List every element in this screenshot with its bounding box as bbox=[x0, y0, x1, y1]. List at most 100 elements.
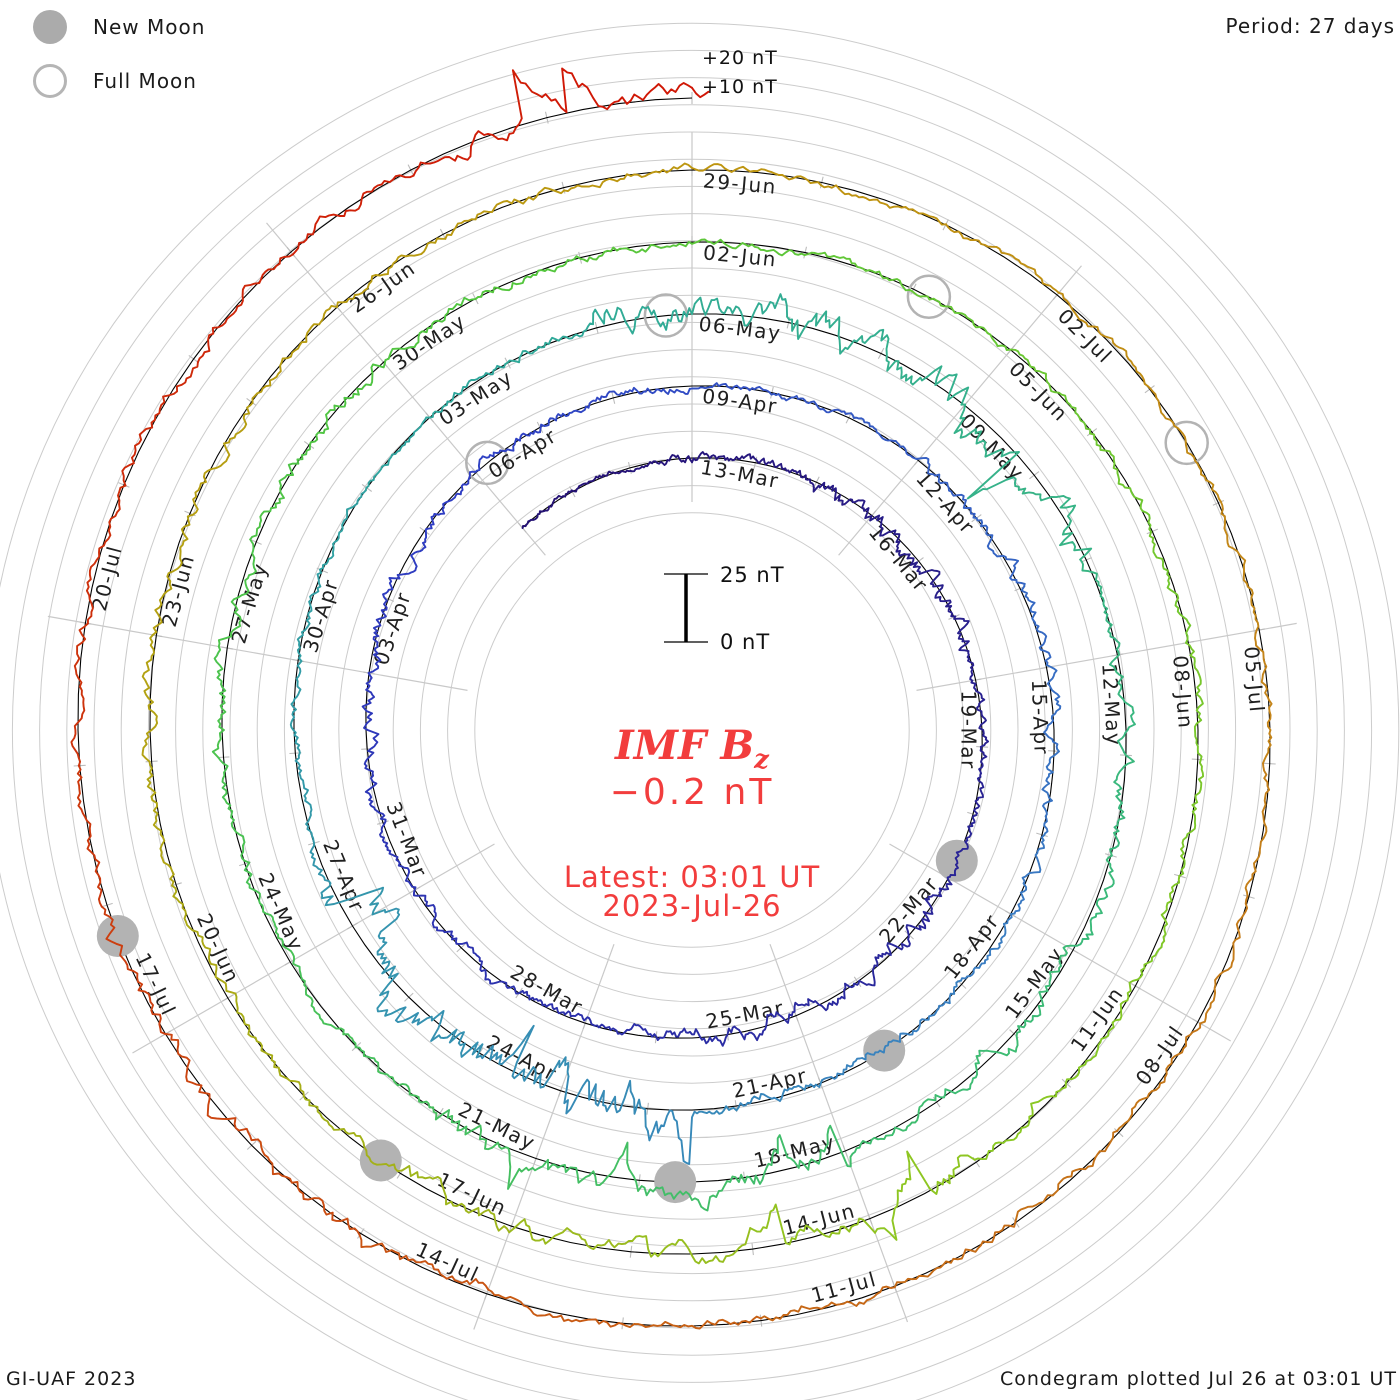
bz-trace-segment bbox=[336, 237, 447, 308]
ring-date-label: 08-Jun bbox=[1168, 654, 1198, 730]
bz-trace-segment bbox=[972, 516, 1026, 585]
bz-trace-segment bbox=[592, 305, 691, 335]
bz-trace-segment bbox=[691, 238, 806, 257]
bz-trace-segment bbox=[85, 484, 127, 625]
bz-trace-segment bbox=[531, 1141, 640, 1192]
bz-trace-segment bbox=[289, 662, 302, 757]
grid-ring bbox=[474, 512, 910, 948]
bz-trace-segment bbox=[364, 416, 428, 492]
legend-full-moon: Full Moon bbox=[33, 64, 197, 98]
bz-trace-segment bbox=[737, 1079, 823, 1109]
bz-trace-segment bbox=[631, 1227, 752, 1265]
bz-trace-segment bbox=[424, 470, 474, 536]
full-moon-label: Full Moon bbox=[93, 69, 197, 93]
bz-trace-segment bbox=[466, 943, 524, 995]
bz-trace-segment bbox=[234, 992, 305, 1098]
bz-trace-segment bbox=[296, 571, 322, 665]
radial-axis-label: +10 nT bbox=[702, 76, 778, 98]
bz-trace-segment bbox=[1070, 851, 1115, 947]
credit-label: GI-UAF 2023 bbox=[6, 1368, 137, 1390]
bz-trace-segment bbox=[1244, 762, 1271, 898]
bz-trace-segment bbox=[291, 174, 415, 256]
bz-trace-segment bbox=[358, 1234, 490, 1291]
ring-date-label: 30-May bbox=[388, 309, 470, 375]
new-moon-label: New Moon bbox=[93, 15, 206, 39]
bz-trace-segment bbox=[812, 481, 873, 520]
bz-trace-segment bbox=[474, 255, 582, 301]
ring-date-label: 17-Jul bbox=[131, 949, 181, 1020]
bz-trace-segment bbox=[688, 382, 771, 394]
bz-trace-segment bbox=[656, 1027, 730, 1047]
bz-trace-segment bbox=[444, 186, 566, 240]
bz-trace-segment bbox=[354, 1046, 438, 1121]
bz-trace-segment bbox=[412, 891, 469, 946]
grid-spoke bbox=[132, 843, 495, 1054]
ring-date-label: 23-Jun bbox=[157, 552, 200, 630]
bz-trace-segment bbox=[100, 905, 167, 1035]
bz-trace-segment bbox=[953, 403, 1020, 500]
bz-trace-segment bbox=[539, 390, 611, 434]
grid-ring bbox=[66, 104, 1318, 1356]
bz-trace-segment bbox=[401, 1164, 511, 1234]
bz-trace-segment bbox=[759, 1285, 896, 1322]
bz-trace-segment bbox=[192, 401, 254, 516]
bz-trace-segment bbox=[960, 912, 1016, 982]
bz-trace-segment bbox=[1178, 758, 1205, 877]
ring-date-label: 15-Apr bbox=[1027, 679, 1054, 756]
bz-trace-segment bbox=[541, 67, 693, 114]
ring-date-label: 30-Apr bbox=[298, 576, 343, 656]
bz-trace-segment bbox=[915, 457, 976, 519]
new-moon-marker bbox=[359, 1139, 402, 1182]
bz-trace-segment bbox=[251, 304, 338, 404]
ring-date-label: 05-Jul bbox=[1239, 645, 1269, 714]
bz-trace-segment bbox=[905, 875, 953, 932]
bz-trace-segment bbox=[294, 754, 316, 847]
bz-trace-segment bbox=[786, 310, 888, 355]
bz-trace-segment bbox=[1041, 747, 1060, 835]
bz-trace-segment bbox=[1064, 981, 1132, 1084]
bz-trace-segment bbox=[803, 251, 914, 293]
bz-trace-segment bbox=[1199, 895, 1249, 1025]
bz-trace-segment bbox=[1254, 629, 1273, 765]
bz-trace-segment bbox=[146, 760, 175, 887]
bz-trace-segment bbox=[768, 391, 850, 415]
chart-title-main: IMF B bbox=[615, 722, 755, 769]
bz-trace-segment bbox=[688, 293, 789, 327]
bz-trace-segment bbox=[885, 334, 970, 406]
bz-trace-segment bbox=[1079, 558, 1121, 653]
bz-trace-segment bbox=[382, 533, 428, 602]
bz-trace-segment bbox=[629, 454, 693, 473]
full-moon-marker bbox=[465, 440, 510, 486]
bz-trace-segment bbox=[746, 1124, 852, 1185]
bz-trace-segment bbox=[1128, 874, 1181, 984]
bz-trace-segment bbox=[637, 1173, 749, 1212]
bz-trace-segment bbox=[1219, 500, 1260, 632]
bz-trace-segment bbox=[302, 1095, 404, 1173]
ring-date-label: 25-Mar bbox=[704, 996, 786, 1034]
bz-trace-segment bbox=[171, 884, 237, 995]
ring-date-label: 08-Jul bbox=[1131, 1021, 1189, 1090]
bz-trace-segment bbox=[820, 184, 947, 226]
ring-date-label: 02-Jul bbox=[1053, 304, 1117, 368]
bz-trace-segment bbox=[164, 1033, 259, 1142]
bz-trace-segment bbox=[257, 1138, 361, 1237]
bz-trace-segment bbox=[749, 1203, 876, 1246]
bz-trace-segment bbox=[412, 69, 543, 177]
ring-date-label: 03-May bbox=[435, 365, 518, 430]
bz-trace-segment bbox=[934, 1031, 1019, 1099]
bz-trace-segment bbox=[243, 861, 296, 961]
chart-title-sub: z bbox=[754, 745, 769, 775]
latest-date: 2023-Jul-26 bbox=[602, 889, 782, 923]
bz-trace-segment bbox=[1020, 582, 1052, 667]
bz-trace-segment bbox=[563, 1075, 649, 1132]
grid-ring bbox=[39, 77, 1345, 1383]
grid-spoke bbox=[266, 222, 546, 556]
ring-date-label: 21-May bbox=[455, 1097, 540, 1155]
bz-trace-segment bbox=[1014, 1130, 1119, 1223]
bz-trace-segment bbox=[849, 1094, 937, 1158]
bz-trace-segment bbox=[1014, 485, 1093, 561]
grid-ring bbox=[12, 50, 1372, 1400]
bz-trace-segment bbox=[376, 907, 401, 1017]
bz-trace-segment bbox=[479, 1024, 570, 1089]
bz-trace-segment bbox=[608, 386, 691, 396]
